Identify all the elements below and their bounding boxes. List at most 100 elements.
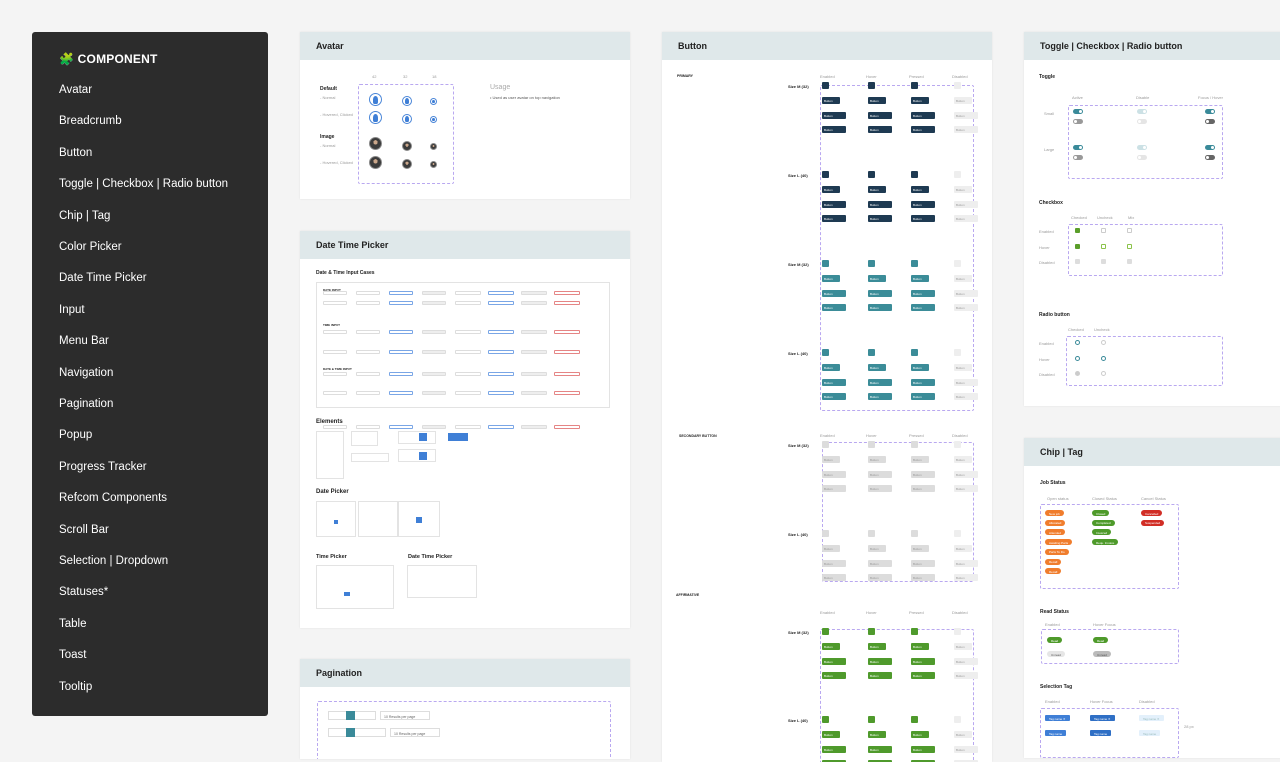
button-sample[interactable]: Button	[822, 201, 846, 208]
checkbox[interactable]	[1101, 228, 1106, 233]
button-sample[interactable]	[822, 628, 829, 635]
date-input-field[interactable]	[389, 391, 413, 395]
button-sample[interactable]	[954, 716, 961, 723]
button-sample[interactable]: Button	[868, 485, 892, 492]
sidebar-item-refcom-components[interactable]: Refcom Components	[59, 492, 168, 505]
job-status-chip[interactable]: Recall	[1045, 568, 1062, 575]
job-status-chip[interactable]: Attended	[1045, 529, 1066, 536]
button-sample[interactable]: Button	[911, 290, 935, 297]
toggle-switch[interactable]	[1073, 119, 1083, 124]
checkbox[interactable]	[1127, 228, 1132, 233]
date-input-field[interactable]	[554, 330, 580, 334]
button-sample[interactable]: Button	[911, 126, 935, 133]
job-status-chip[interactable]: Requ. Invoice	[1092, 539, 1119, 546]
date-input-field[interactable]	[455, 372, 481, 376]
toggle-switch[interactable]	[1137, 145, 1147, 150]
date-input-field[interactable]	[323, 425, 347, 429]
date-input-field[interactable]	[422, 425, 446, 429]
button-sample[interactable]: Button	[822, 485, 846, 492]
date-input-field[interactable]	[521, 291, 547, 295]
button-sample[interactable]: Button	[822, 545, 840, 552]
button-sample[interactable]: Button	[868, 574, 892, 581]
checkbox[interactable]	[1127, 259, 1132, 264]
date-input-field[interactable]	[323, 301, 347, 305]
calendar[interactable]	[398, 501, 440, 537]
calendar[interactable]	[358, 501, 398, 537]
radio-button[interactable]	[1075, 355, 1080, 361]
button-sample[interactable]: Button	[954, 201, 978, 208]
per-page-select[interactable]: 10 Results per page	[380, 711, 430, 720]
date-input-field[interactable]	[356, 350, 380, 354]
sidebar-item-tooltip[interactable]: Tooltip	[59, 680, 93, 693]
date-input-field[interactable]	[389, 372, 413, 376]
button-sample[interactable]: Button	[822, 364, 840, 371]
date-input-field[interactable]	[554, 391, 580, 395]
current-page[interactable]	[346, 728, 355, 737]
button-sample[interactable]: Button	[822, 379, 846, 386]
per-page-select[interactable]: 10 Results per page	[390, 728, 440, 737]
avatar-default[interactable]	[369, 111, 382, 124]
selection-tag[interactable]: Tag name	[1139, 730, 1161, 736]
sidebar-item-navigation[interactable]: Navigation	[59, 366, 114, 379]
button-sample[interactable]: Button	[911, 456, 929, 463]
button-sample[interactable]: Button	[822, 304, 846, 311]
button-sample[interactable]: Button	[868, 215, 892, 222]
button-sample[interactable]: Button	[911, 186, 929, 193]
button-sample[interactable]: Button	[911, 643, 929, 650]
job-status-chip[interactable]: Recall	[1045, 558, 1062, 565]
sidebar-item-menu-bar[interactable]: Menu Bar	[59, 335, 109, 348]
date-input-field[interactable]	[488, 301, 514, 305]
button-sample[interactable]: Button	[954, 215, 978, 222]
toggle-switch[interactable]	[1137, 109, 1147, 114]
read-chip[interactable]: Read	[1047, 637, 1063, 643]
button-sample[interactable]	[954, 441, 961, 448]
button-sample[interactable]: Button	[868, 545, 886, 552]
button-sample[interactable]	[822, 530, 829, 537]
date-input-field[interactable]	[455, 350, 481, 354]
button-sample[interactable]	[911, 171, 918, 178]
checkbox[interactable]	[1101, 243, 1106, 249]
button-sample[interactable]	[822, 260, 829, 267]
sidebar-item-date-time-picker[interactable]: Date Time Picker	[59, 272, 147, 285]
button-sample[interactable]: Button	[868, 290, 892, 297]
date-input-field[interactable]	[455, 301, 481, 305]
sidebar-item-button[interactable]: Button	[59, 146, 93, 159]
date-input-field[interactable]	[554, 350, 580, 354]
button-sample[interactable]: Button	[954, 112, 978, 119]
button-sample[interactable]	[911, 441, 918, 448]
button-sample[interactable]	[822, 349, 829, 356]
date-input-field[interactable]	[323, 330, 347, 334]
button-sample[interactable]: Button	[868, 186, 886, 193]
button-sample[interactable]: Button	[911, 393, 935, 400]
button-sample[interactable]	[954, 82, 961, 89]
date-input-field[interactable]	[488, 291, 514, 295]
avatar-image[interactable]	[402, 159, 412, 169]
date-input-field[interactable]	[422, 350, 446, 354]
button-sample[interactable]: Button	[822, 126, 846, 133]
button-sample[interactable]	[911, 530, 918, 537]
checkbox[interactable]	[1075, 259, 1080, 264]
button-sample[interactable]: Button	[954, 545, 972, 552]
toggle-switch[interactable]	[1205, 145, 1215, 150]
date-input-field[interactable]	[521, 372, 547, 376]
avatar-image[interactable]	[402, 141, 412, 151]
pagination-control[interactable]	[328, 728, 386, 737]
button-sample[interactable]: Button	[911, 485, 935, 492]
button-sample[interactable]: Button	[822, 393, 846, 400]
date-input-field[interactable]	[323, 291, 347, 295]
sidebar-item-chip-tag[interactable]: Chip | Tag	[59, 209, 111, 222]
button-sample[interactable]: Button	[911, 304, 935, 311]
button-sample[interactable]	[868, 260, 875, 267]
toggle-switch[interactable]	[1073, 145, 1083, 150]
button-sample[interactable]: Button	[954, 97, 972, 104]
checkbox[interactable]	[1075, 243, 1080, 249]
sidebar-item-progress-tracker[interactable]: Progress Tracker	[59, 460, 147, 473]
unread-chip[interactable]: Unread	[1093, 651, 1111, 657]
date-input-field[interactable]	[356, 330, 380, 334]
radio-button[interactable]	[1101, 355, 1106, 361]
button-sample[interactable]: Button	[868, 672, 892, 679]
button-sample[interactable]: Button	[954, 560, 978, 567]
button-sample[interactable]: Button	[911, 731, 929, 738]
date-input-field[interactable]	[389, 425, 413, 429]
button-sample[interactable]: Button	[822, 643, 840, 650]
